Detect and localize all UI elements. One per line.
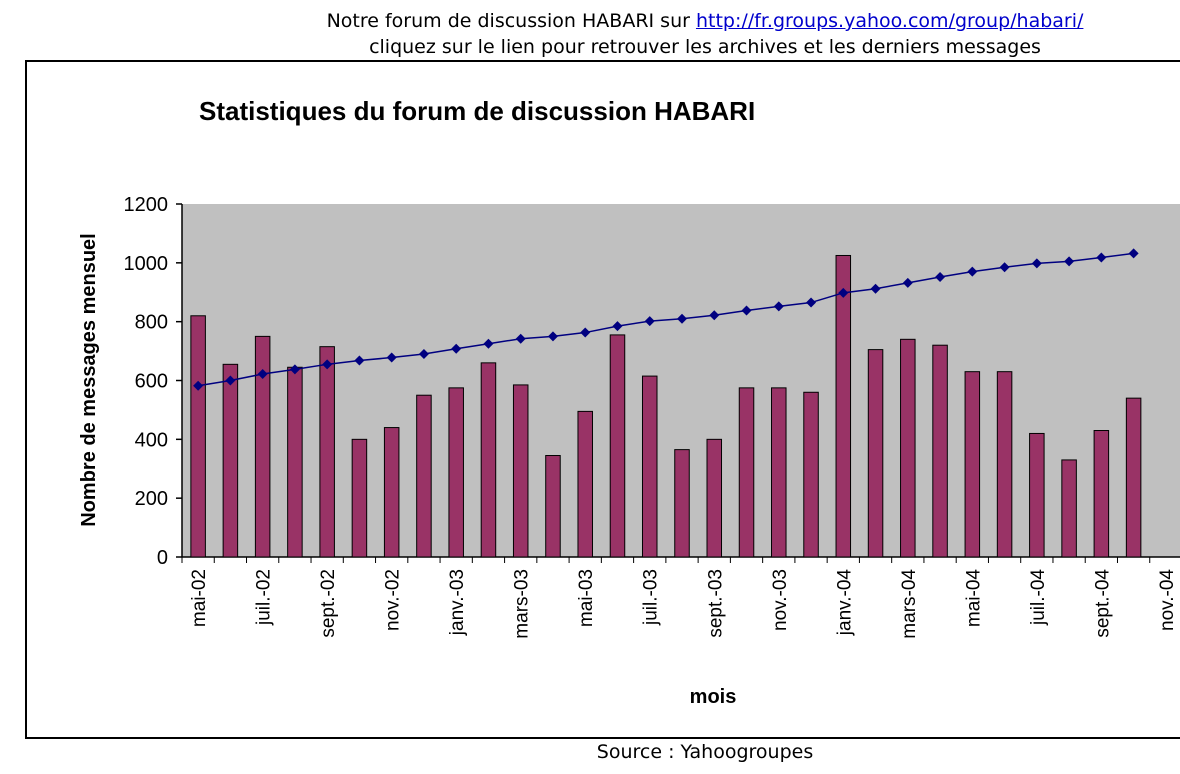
x-tick-label: mai-04 xyxy=(963,569,984,628)
trend-point-août-04 xyxy=(1064,256,1075,267)
bar-mars-03 xyxy=(512,384,529,558)
chart-title: Statistiques du forum de discussion HABA… xyxy=(199,96,755,126)
bar-oct.-04 xyxy=(1125,397,1142,558)
trend-point-juin-03 xyxy=(612,321,623,332)
header-intro-text: Notre forum de discussion HABARI sur xyxy=(326,10,696,32)
trend-point-oct.-04 xyxy=(1128,248,1139,259)
x-tick-label: sept.-02 xyxy=(318,569,339,638)
x-tick-label: sept.-04 xyxy=(1092,569,1113,638)
trend-point-févr.-03 xyxy=(483,338,494,349)
bar-oct.-03 xyxy=(738,387,755,558)
x-tick-label: nov.-03 xyxy=(770,569,791,631)
trend-point-août-02 xyxy=(289,364,300,375)
x-tick-label: juil.-03 xyxy=(641,569,662,626)
trend-point-mai-04 xyxy=(967,266,978,277)
trend-point-avr.-03 xyxy=(547,331,558,342)
bar-nov.-02 xyxy=(383,427,400,558)
trend-point-mars-03 xyxy=(515,333,526,344)
trend-point-oct.-02 xyxy=(354,355,365,366)
trend-point-août-03 xyxy=(677,313,687,324)
forum-link[interactable]: http://fr.groups.yahoo.com/group/habari/ xyxy=(695,10,1084,32)
bar-avr.-03 xyxy=(545,455,561,558)
trend-line xyxy=(198,252,1134,387)
y-axis-label: Nombre de messages mensuel xyxy=(78,233,100,526)
y-axis-ticks: 0 200 400 600 800 1000 1200 xyxy=(124,194,182,569)
page-header: Notre forum de discussion HABARI sur htt… xyxy=(0,8,1180,60)
trend-point-avr.-04 xyxy=(935,271,946,282)
y-tick-label: 200 xyxy=(135,488,168,510)
bar-series xyxy=(190,254,1142,558)
trend-point-mars-04 xyxy=(902,277,913,288)
bar-juil.-03 xyxy=(641,375,658,558)
y-tick-label: 400 xyxy=(135,429,168,451)
bar-juin-04 xyxy=(996,371,1013,558)
bar-mars-04 xyxy=(900,338,916,558)
trend-point-sept.-03 xyxy=(709,310,720,321)
y-tick-label: 1000 xyxy=(124,253,169,275)
source-note: Source : Yahoogroupes xyxy=(596,741,814,763)
bar-janv.-03 xyxy=(448,387,464,558)
x-tick-label: juil.-02 xyxy=(254,569,275,626)
bar-févr.-03 xyxy=(480,362,497,558)
bar-déc.-03 xyxy=(803,391,819,558)
bar-août-04 xyxy=(1061,459,1077,558)
trend-point-mai-02 xyxy=(193,380,204,391)
x-tick-label: mai-03 xyxy=(576,569,597,627)
chart-svg: Statistiques du forum de discussion HABA… xyxy=(78,96,1180,708)
trend-point-nov.-03 xyxy=(773,301,784,312)
bar-mai-04 xyxy=(964,371,981,558)
bar-avr.-04 xyxy=(932,344,948,558)
bar-août-02 xyxy=(287,366,303,558)
trend-point-juil.-02 xyxy=(257,369,268,380)
x-axis-ticks: mai-02 juil.-02 sept.-02 nov.-02 janv.-03 mar… xyxy=(181,557,1178,639)
bar-sept.-02 xyxy=(319,346,335,558)
x-tick-label: janv.-04 xyxy=(834,569,855,637)
y-tick-label: 800 xyxy=(135,312,168,334)
bar-oct.-02 xyxy=(351,438,368,558)
bar-nov.-03 xyxy=(771,387,787,558)
bar-mai-03 xyxy=(577,410,593,558)
bar-févr.-04 xyxy=(867,349,884,558)
trend-point-oct.-03 xyxy=(741,305,752,316)
header-line-2: cliquez sur le lien pour retrouver les a… xyxy=(369,36,1041,58)
trend-point-nov.-02 xyxy=(386,352,397,363)
trend-point-déc.-03 xyxy=(806,297,817,308)
bar-janv.-04 xyxy=(835,254,852,558)
y-tick-label: 600 xyxy=(135,371,168,393)
trend-point-juil.-03 xyxy=(644,316,655,327)
bar-mai-02 xyxy=(190,315,206,558)
trend-point-mai-03 xyxy=(580,327,591,338)
trend-point-juil.-04 xyxy=(1031,258,1042,269)
y-tick-label: 1200 xyxy=(124,194,169,216)
x-tick-label: sept.-03 xyxy=(705,569,726,638)
x-tick-label: mars-03 xyxy=(512,569,533,639)
bar-juil.-04 xyxy=(1029,432,1045,558)
bar-juin-02 xyxy=(222,363,239,558)
header-line-1: Notre forum de discussion HABARI sur htt… xyxy=(0,8,1180,34)
trend-point-sept.-04 xyxy=(1096,252,1107,263)
bar-déc.-02 xyxy=(416,394,432,558)
trend-point-janv.-03 xyxy=(451,343,462,354)
bar-juil.-02 xyxy=(254,335,271,558)
trend-series xyxy=(193,248,1139,391)
bar-sept.-03 xyxy=(706,438,723,558)
chart-frame: Statistiques du forum de discussion HABA… xyxy=(25,60,1180,739)
x-tick-label: nov.-02 xyxy=(383,569,404,631)
trend-point-juin-04 xyxy=(999,262,1010,273)
trend-point-sept.-02 xyxy=(322,359,333,370)
bar-août-03 xyxy=(674,449,690,558)
x-axis-label: mois xyxy=(690,686,737,708)
x-tick-label: janv.-03 xyxy=(447,569,468,636)
bar-sept.-04 xyxy=(1093,430,1110,558)
x-tick-label: juil.-04 xyxy=(1028,569,1049,626)
trend-point-juin-02 xyxy=(225,375,236,386)
bar-juin-03 xyxy=(609,334,626,558)
x-tick-label: mai-02 xyxy=(189,569,210,627)
trend-point-févr.-04 xyxy=(870,283,881,294)
x-tick-label: nov.-04 xyxy=(1157,569,1178,631)
trend-point-janv.-04 xyxy=(838,287,849,298)
y-tick-label: 0 xyxy=(157,547,168,569)
x-tick-label: mars-04 xyxy=(899,569,920,639)
trend-point-déc.-02 xyxy=(418,349,429,360)
